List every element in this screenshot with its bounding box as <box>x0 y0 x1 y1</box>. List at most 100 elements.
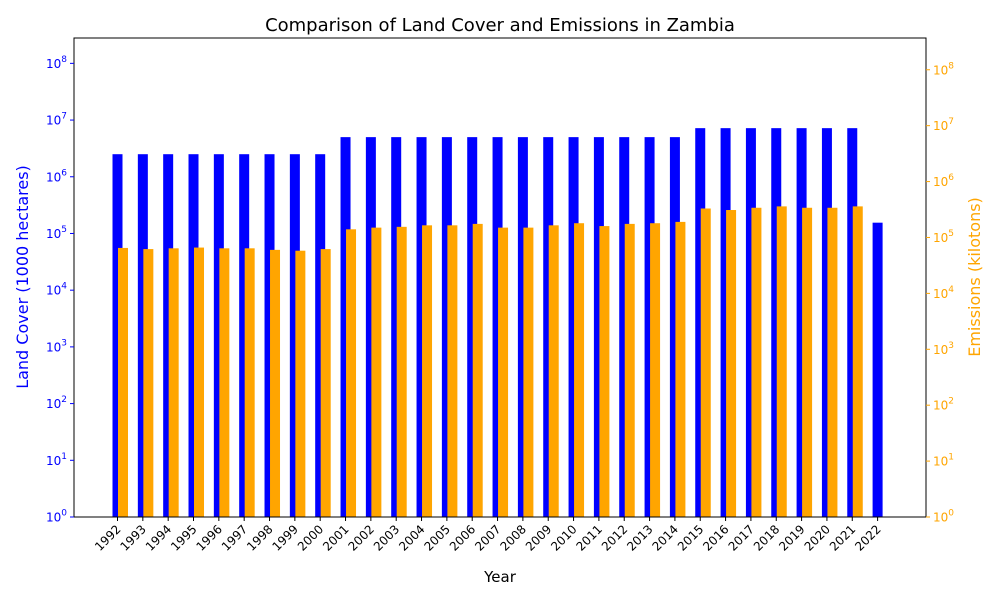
emissions-bar <box>219 248 230 517</box>
plot-frame <box>73 37 927 518</box>
right-tick-label: 107 <box>933 117 954 133</box>
emissions-bar <box>523 227 534 517</box>
emissions-bar <box>599 226 610 517</box>
right-tick-label: 100 <box>933 509 954 525</box>
land-cover-bar <box>543 137 554 517</box>
land-cover-bar <box>467 137 478 517</box>
emissions-bar <box>194 247 205 517</box>
land-cover-bar <box>213 154 224 517</box>
land-cover-bar <box>695 128 706 517</box>
emissions-bar <box>422 225 433 517</box>
chart-title: Comparison of Land Cover and Emissions i… <box>265 15 735 36</box>
emissions-bar <box>396 226 407 517</box>
right-axis-ticks: 100 101 102 103 104 105 106 107 108 <box>926 61 954 525</box>
land-cover-bar <box>517 137 528 517</box>
left-tick-label: 101 <box>46 452 67 468</box>
emissions-bar <box>700 208 711 518</box>
land-cover-bar <box>821 128 832 517</box>
emissions-bars <box>118 206 863 518</box>
emissions-bar <box>244 248 255 517</box>
x-tick-label: 2009 <box>523 522 554 553</box>
x-tick-label: 1995 <box>168 522 199 553</box>
left-tick-label: 102 <box>46 395 67 411</box>
left-tick-label: 100 <box>46 509 67 525</box>
emissions-bar <box>751 207 762 517</box>
x-tick-label: 2012 <box>599 522 630 553</box>
x-tick-label: 1992 <box>92 522 123 553</box>
x-tick-label: 2019 <box>776 522 807 553</box>
x-tick-label: 2006 <box>447 522 478 553</box>
x-tick-label: 2015 <box>675 522 706 553</box>
x-tick-label: 2004 <box>396 522 427 553</box>
land-cover-bar <box>315 154 326 517</box>
land-cover-bar <box>745 128 756 517</box>
right-axis-label: Emissions (kilotons) <box>965 197 984 357</box>
left-tick-label: 106 <box>46 168 67 184</box>
emissions-bar <box>852 206 863 517</box>
x-tick-label: 1994 <box>143 522 174 553</box>
land-cover-bars <box>112 128 883 517</box>
land-cover-bar <box>669 137 680 517</box>
x-tick-label: 2005 <box>422 522 453 553</box>
x-tick-label: 2017 <box>726 522 757 553</box>
x-tick-label: 2014 <box>650 522 681 553</box>
emissions-bar <box>548 225 559 517</box>
emissions-bar <box>143 249 154 517</box>
x-tick-label: 2002 <box>345 522 376 553</box>
x-tick-label: 2018 <box>751 522 782 553</box>
left-tick-label: 104 <box>46 282 67 298</box>
right-tick-label: 106 <box>933 173 954 189</box>
x-tick-label: 2022 <box>852 522 883 553</box>
x-tick-label: 2021 <box>827 522 858 553</box>
right-tick-label: 102 <box>933 397 954 413</box>
emissions-bar <box>295 250 306 517</box>
emissions-bar <box>447 225 458 517</box>
emissions-bar <box>346 229 357 517</box>
land-cover-bar <box>771 128 782 517</box>
x-tick-label: 2003 <box>371 522 402 553</box>
land-cover-bar <box>720 128 731 517</box>
right-tick-label: 101 <box>933 453 954 469</box>
land-cover-bar <box>340 137 351 517</box>
emissions-bar <box>472 223 483 517</box>
emissions-bar <box>498 227 509 517</box>
emissions-bar <box>726 210 737 517</box>
emissions-bar <box>624 223 635 517</box>
right-tick-label: 108 <box>933 61 954 77</box>
land-cover-bar <box>416 137 427 517</box>
x-tick-label: 2010 <box>548 522 579 553</box>
land-cover-bar <box>619 137 630 517</box>
emissions-bar <box>371 227 382 517</box>
left-axis-label: Land Cover (1000 hectares) <box>13 165 32 389</box>
emissions-bar <box>650 223 661 517</box>
x-tick-label: 1998 <box>244 522 275 553</box>
x-axis-ticks: 1992199319941995199619971998199920002001… <box>92 517 884 554</box>
emissions-bar <box>574 223 585 517</box>
x-tick-label: 2000 <box>295 522 326 553</box>
x-tick-label: 2020 <box>802 522 833 553</box>
x-tick-label: 1996 <box>193 522 224 553</box>
x-tick-label: 2011 <box>574 522 605 553</box>
emissions-bar <box>776 206 787 517</box>
emissions-bar <box>320 249 331 517</box>
land-cover-bar <box>239 154 250 517</box>
x-tick-label: 2001 <box>320 522 351 553</box>
land-cover-bar <box>847 128 858 517</box>
right-tick-label: 103 <box>933 341 954 357</box>
land-cover-bar <box>163 154 174 517</box>
emissions-bar <box>270 249 281 517</box>
land-cover-bar <box>492 137 503 517</box>
emissions-bar <box>802 207 813 517</box>
emissions-bar <box>827 207 838 517</box>
land-cover-bar <box>593 137 604 517</box>
land-cover-bar <box>137 154 148 517</box>
land-cover-bar <box>644 137 655 517</box>
land-cover-bar <box>289 154 300 517</box>
land-cover-bar <box>188 154 199 517</box>
left-tick-label: 108 <box>46 55 67 71</box>
land-cover-bar <box>796 128 807 517</box>
x-tick-label: 1999 <box>269 522 300 553</box>
land-cover-bar <box>872 222 883 517</box>
